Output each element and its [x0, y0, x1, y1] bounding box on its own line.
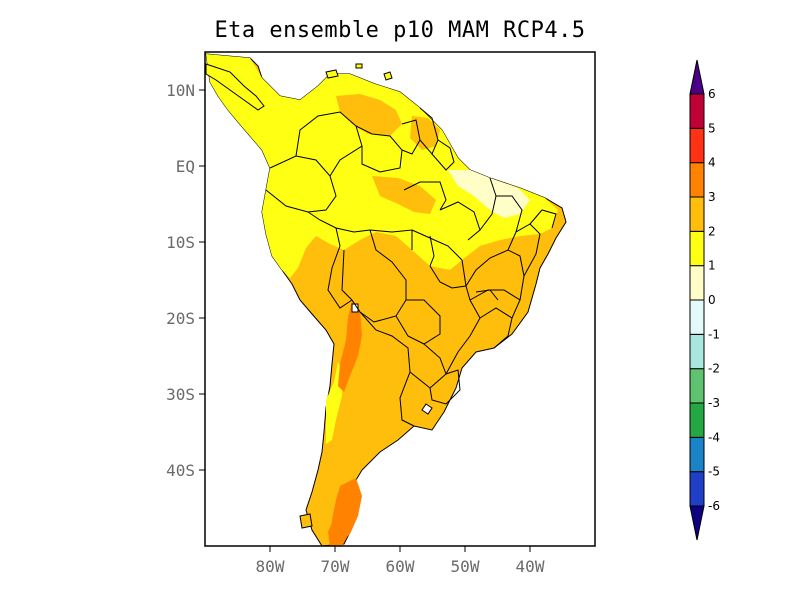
colorbar-over-triangle: [689, 59, 705, 95]
lat-tick-label: 20S: [166, 309, 195, 328]
landmass-central-america: [205, 63, 265, 111]
colorbar-label: 1: [708, 259, 716, 273]
colorbar-label: -3: [708, 396, 720, 410]
island-caribbean-2: [383, 71, 393, 81]
colorbar-segment: [689, 162, 705, 198]
field-3-4-andes-north: [338, 300, 362, 392]
colorbar-label: 3: [708, 190, 716, 204]
colorbar-segment: [689, 196, 705, 232]
lon-tick-label: 70W: [321, 557, 350, 576]
colorbar-label: 2: [708, 224, 716, 238]
colorbar-label: 4: [708, 156, 716, 170]
lon-tick-label: 40W: [516, 557, 545, 576]
map-field: [205, 53, 567, 546]
colorbar-segment: [689, 333, 705, 370]
colorbar-segment: [689, 368, 705, 404]
colorbar-label: -2: [708, 362, 720, 376]
country-borders: [265, 107, 557, 427]
lake-patos: [421, 403, 433, 415]
colorbar-segment: [689, 93, 705, 129]
field-3-4-patagonia: [328, 516, 350, 546]
colorbar-label: -5: [708, 465, 720, 479]
field-0-1-northeast: [448, 170, 530, 218]
colorbar-segment: [689, 265, 705, 301]
lat-tick-label: 40S: [166, 461, 195, 480]
lon-tick-label: 80W: [256, 557, 285, 576]
field-2-3-venezuela: [336, 94, 402, 136]
colorbar-label: -1: [708, 327, 720, 341]
map-title: Eta ensemble p10 MAM RCP4.5: [214, 18, 586, 43]
lat-tick-label: 10N: [166, 81, 195, 100]
colorbar-label: 6: [708, 87, 716, 101]
lat-tick-label: 10S: [166, 233, 195, 252]
island-caribbean-3: [355, 63, 363, 69]
island-caribbean-1: [325, 69, 339, 79]
colorbar-label: -6: [708, 499, 720, 513]
colorbar-segment: [689, 127, 705, 164]
field-2-3-amazon: [372, 176, 436, 214]
colorbar-under-triangle: [689, 505, 705, 541]
colorbar: -6 -5 -4 -3 -2 -1 0 1 2 3 4 5 6: [689, 59, 720, 541]
colorbar-label: -4: [708, 430, 720, 444]
island-south: [299, 513, 313, 529]
lon-tick-label: 50W: [451, 557, 480, 576]
colorbar-segment: [689, 471, 705, 507]
colorbar-label: 5: [708, 121, 716, 135]
latitude-axis: 10N EQ 10S 20S 30S 40S: [166, 81, 205, 480]
colorbar-segment: [689, 230, 705, 267]
colorbar-label: 0: [708, 293, 716, 307]
lon-tick-label: 60W: [386, 557, 415, 576]
lat-tick-label: 30S: [166, 385, 195, 404]
longitude-axis: 80W 70W 60W 50W 40W: [256, 546, 545, 576]
field-2-3-guiana: [410, 116, 440, 150]
field-1-2-north: [206, 54, 558, 278]
colorbar-segment: [689, 436, 705, 473]
lat-tick-label: EQ: [176, 157, 195, 176]
colorbar-segment: [689, 299, 705, 335]
colorbar-segment: [689, 402, 705, 438]
